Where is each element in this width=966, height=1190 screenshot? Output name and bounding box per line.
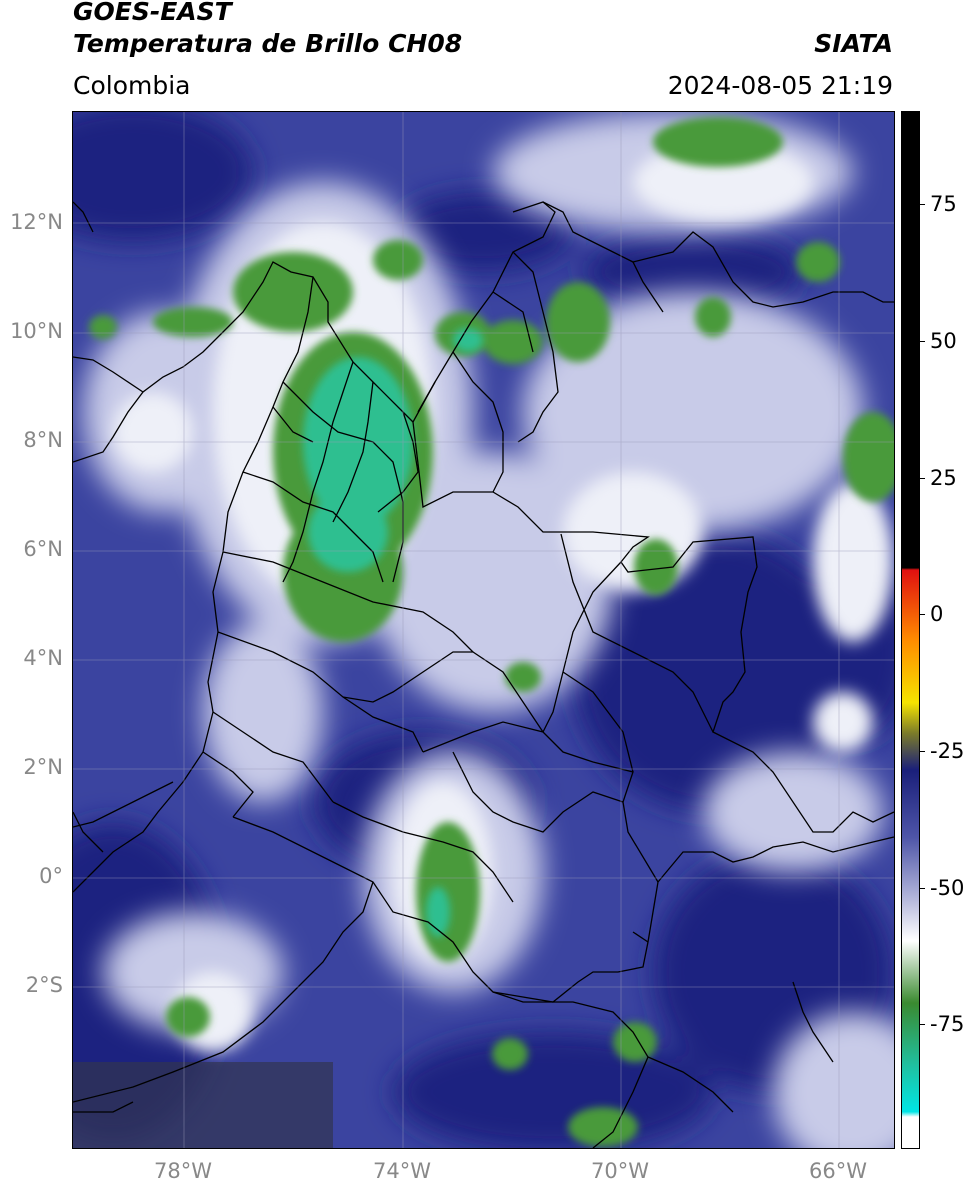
lat-label-6n: 6°N [23, 537, 63, 561]
cbar-tick-25 [919, 478, 925, 479]
satellite-map[interactable] [72, 111, 895, 1149]
lat-label-2n: 2°N [23, 755, 63, 779]
lat-label-0: 0° [39, 864, 63, 888]
cbar-label-neg50: -50 [930, 876, 965, 900]
lat-label-2s: 2°S [25, 973, 63, 997]
lon-label-66w: 66°W [809, 1159, 867, 1183]
cbar-tick-0 [919, 614, 925, 615]
cbar-label-0: 0 [930, 602, 944, 626]
cbar-tick-neg50 [919, 888, 925, 889]
colorbar [901, 111, 920, 1149]
lat-label-10n: 10°N [10, 319, 63, 343]
land-shadow [73, 1062, 333, 1148]
cbar-label-neg25: -25 [930, 739, 965, 763]
lat-label-4n: 4°N [23, 646, 63, 670]
cbar-label-25: 25 [930, 466, 957, 490]
satellite-title: GOES-EAST [73, 0, 232, 26]
lon-label-74w: 74°W [373, 1159, 431, 1183]
cbar-label-neg75: -75 [930, 1012, 965, 1036]
brand-label: SIATA [814, 29, 893, 58]
cbar-tick-75 [919, 204, 925, 205]
lon-label-78w: 78°W [154, 1159, 212, 1183]
lon-label-70w: 70°W [591, 1159, 649, 1183]
map-canvas [73, 112, 894, 1148]
graticule-grid [73, 112, 894, 1148]
timestamp-label: 2024-08-05 21:19 [667, 71, 893, 100]
cbar-label-50: 50 [930, 329, 957, 353]
lat-label-12n: 12°N [10, 210, 63, 234]
product-title: Temperatura de Brillo CH08 [73, 29, 463, 58]
cbar-tick-neg75 [919, 1024, 925, 1025]
political-borders [73, 201, 894, 1148]
cbar-tick-neg25 [919, 751, 925, 752]
lat-label-8n: 8°N [23, 428, 63, 452]
cbar-tick-50 [919, 341, 925, 342]
cbar-label-75: 75 [930, 192, 957, 216]
region-label: Colombia [73, 71, 191, 100]
